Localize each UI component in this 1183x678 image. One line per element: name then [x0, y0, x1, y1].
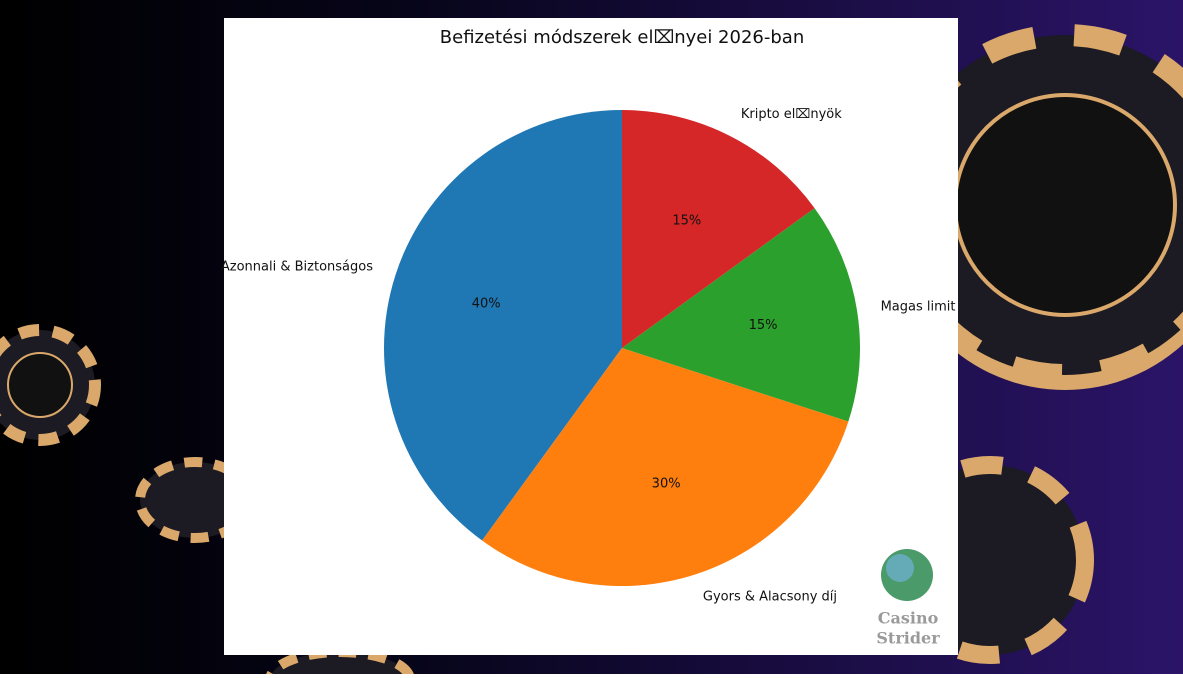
pie: Azonnali & Biztonságos 40% Gyors & Alacson…: [221, 107, 956, 604]
value-label: 15%: [672, 213, 701, 228]
logo-text: Strider: [876, 629, 940, 648]
slice-label: Gyors & Alacsony díj: [703, 589, 837, 604]
value-label: 15%: [749, 318, 778, 333]
value-label: 40%: [472, 296, 501, 311]
slice-label: Azonnali & Biztonságos: [221, 260, 373, 275]
slice-label: Magas limit: [881, 300, 956, 315]
pie-slice: [384, 110, 622, 541]
value-label: 30%: [652, 476, 681, 491]
logo-text: Casino: [878, 609, 939, 628]
logo: Casino Strider: [876, 549, 940, 648]
chart-title: Befizetési módszerek el⌧nyei 2026-ban: [440, 27, 804, 48]
slice-label: Kripto el⌧nyök: [741, 107, 842, 122]
pie-slice: [622, 208, 860, 422]
pie-slice: [622, 110, 815, 348]
pie-slice: [482, 348, 849, 586]
